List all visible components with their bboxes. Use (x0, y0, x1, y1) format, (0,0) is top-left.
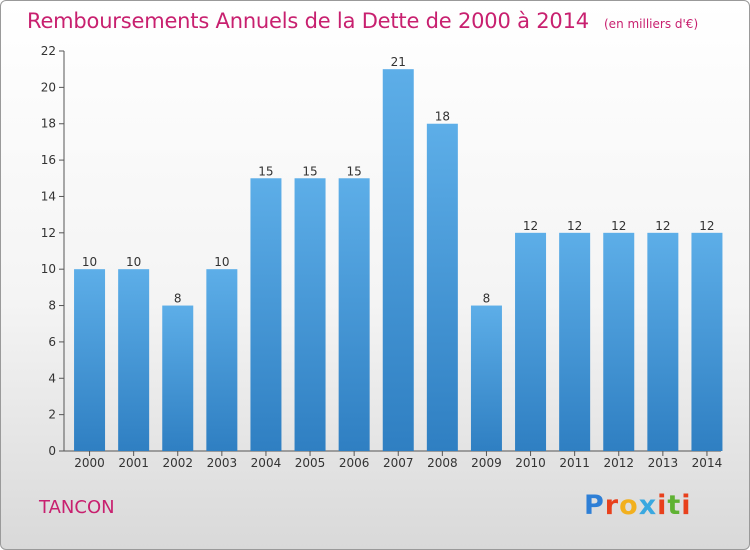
x-tick-label: 2000 (74, 456, 105, 470)
logo-letter: r (604, 490, 620, 521)
x-tick-label: 2012 (603, 456, 634, 470)
bar-2003 (206, 269, 238, 451)
data-label: 15 (302, 164, 317, 178)
data-label: 10 (82, 255, 97, 269)
x-tick-label: 2014 (692, 456, 723, 470)
data-label: 18 (435, 110, 450, 124)
logo-letter: x (638, 490, 658, 521)
y-tick-label: 18 (41, 117, 56, 131)
bar-2007 (382, 69, 414, 451)
bar-2012 (603, 232, 635, 451)
data-label: 12 (567, 219, 582, 233)
data-label: 10 (214, 255, 229, 269)
data-label: 8 (483, 292, 491, 306)
x-tick-label: 2008 (427, 456, 458, 470)
logo-letter: t (667, 490, 682, 521)
logo-letter: i (681, 490, 692, 521)
data-label: 15 (258, 164, 273, 178)
chart-unit-label: (en milliers d'€) (604, 17, 699, 31)
logo-letter: i (657, 490, 668, 521)
logo-letter: P (584, 490, 605, 521)
y-tick-label: 10 (41, 262, 56, 276)
labels-group: 10 2000 10 2001 8 2002 10 2003 15 2004 15 2005 15 200… (74, 55, 722, 470)
data-label: 12 (611, 219, 626, 233)
bars-group (74, 69, 723, 452)
proxiti-logo: Proxiti (584, 490, 692, 521)
bar-2013 (647, 232, 679, 451)
y-tick-label: 14 (41, 189, 56, 203)
bar-2005 (294, 178, 326, 452)
bar-2008 (426, 123, 458, 452)
data-label: 10 (126, 255, 141, 269)
x-tick-label: 2002 (162, 456, 193, 470)
data-label: 12 (655, 219, 670, 233)
y-tick-label: 2 (48, 408, 56, 422)
bar-2004 (250, 178, 282, 452)
x-tick-label: 2004 (251, 456, 282, 470)
data-label: 8 (174, 292, 182, 306)
x-tick-label: 2009 (471, 456, 502, 470)
data-label: 12 (699, 219, 714, 233)
y-tick-label: 0 (48, 444, 56, 458)
y-tick-label: 4 (48, 371, 56, 385)
x-tick-label: 2007 (383, 456, 414, 470)
x-tick-label: 2006 (339, 456, 370, 470)
x-tick-label: 2001 (118, 456, 149, 470)
y-tick-label: 6 (48, 335, 56, 349)
bar-2002 (162, 305, 194, 451)
chart-title-wrap: Remboursements Annuels de la Dette de 20… (27, 9, 698, 33)
x-tick-label: 2013 (648, 456, 679, 470)
commune-name: TANCON (39, 497, 115, 518)
bar-2010 (515, 232, 547, 451)
x-tick-label: 2010 (515, 456, 546, 470)
data-label: 12 (523, 219, 538, 233)
chart-title: Remboursements Annuels de la Dette de 20… (27, 9, 589, 33)
logo-letter: o (619, 490, 639, 521)
x-tick-label: 2003 (207, 456, 238, 470)
bar-2009 (470, 305, 502, 451)
y-tick-label: 12 (41, 226, 56, 240)
y-tick-label: 16 (41, 153, 56, 167)
y-tick-label: 8 (48, 299, 56, 313)
bar-2006 (338, 178, 370, 452)
bar-2000 (74, 269, 106, 451)
data-label: 15 (347, 164, 362, 178)
y-tick-label: 20 (41, 80, 56, 94)
bar-2014 (691, 232, 723, 451)
bar-2011 (559, 232, 591, 451)
bar-2001 (118, 269, 150, 451)
x-tick-label: 2011 (559, 456, 590, 470)
x-tick-label: 2005 (295, 456, 326, 470)
data-label: 21 (391, 55, 406, 69)
y-tick-label: 22 (41, 44, 56, 58)
